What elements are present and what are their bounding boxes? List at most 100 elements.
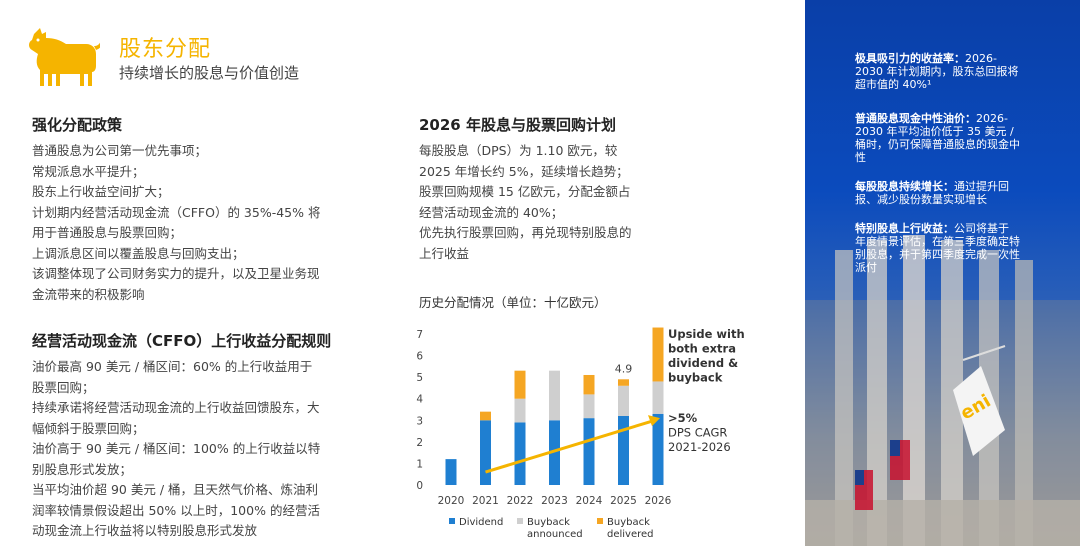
cffo-line: 股票回购； [32, 379, 95, 395]
policy-line: 常规派息水平提升； [32, 163, 145, 179]
legend-swatch [449, 518, 455, 524]
panel-item-text: 派付 [855, 261, 877, 274]
plan-line: 股票回购规模 15 亿欧元，分配金额占 [419, 184, 631, 199]
panel-item-head: 每股股息持续增长： [855, 180, 954, 193]
legend-label: Buyback [607, 517, 650, 528]
cffo-heading: 经营活动现金流（CFFO）上行收益分配规则 [32, 332, 332, 350]
y-tick-label: 6 [416, 351, 423, 363]
y-tick-label: 0 [416, 480, 423, 492]
panel-item-text: 公司将基于 [954, 222, 1009, 235]
cffo-rules-section: 经营活动现金流（CFFO）上行收益分配规则 油价最高 90 美元 / 桶区间：6… [32, 330, 362, 542]
x-tick-label: 2024 [576, 495, 603, 507]
cagr-annotation: 2021-2026 [668, 440, 731, 454]
panel-item-head: 特别股息上行收益： [855, 222, 954, 235]
legend-label: delivered [607, 529, 654, 540]
panel-item-text: 2030 年平均油价低于 35 美元 / [855, 125, 1014, 138]
x-tick-label: 2022 [507, 495, 534, 507]
cagr-arrow-head [648, 415, 660, 427]
bar-segment [583, 394, 595, 419]
cffo-line: 润率较情景假设超出 50% 以上时，100% 的经营活 [32, 502, 320, 518]
panel-item-yield: 极具吸引力的收益率：2026- 2030 年计划期内，股东总回报将 超市值的 4… [855, 52, 1060, 91]
bar-segment [549, 370, 560, 421]
policy-line: 上调派息区间以覆盖股息与回购支出； [32, 245, 245, 261]
data-label-2025: 4.9 [615, 362, 633, 375]
plan-heading: 2026 年股息与股票回购计划 [419, 116, 616, 134]
bar-segment [480, 411, 491, 421]
policy-line: 普通股息为公司第一优先事项； [32, 143, 208, 158]
cffo-line: 幅倾斜于股票回购； [32, 420, 145, 436]
bar-segment [549, 420, 560, 485]
x-tick-label: 2020 [438, 495, 465, 507]
cffo-line: 油价高于 90 美元 / 桶区间：100% 的上行收益以特 [32, 441, 321, 456]
plan-line: 优先执行股票回购，再兑现特别股息的 [419, 225, 632, 240]
page-title: 股东分配 [119, 37, 212, 62]
cffo-line: 别股息形式发放； [32, 461, 133, 477]
upside-annotation: Upside with [668, 327, 745, 341]
policy-line: 计划期内经营活动现金流（CFFO）的 35%-45% 将 [32, 204, 321, 220]
panel-item-text: 2026- [976, 112, 1008, 125]
policy-heading: 强化分配政策 [32, 116, 123, 134]
upside-annotation: both extra [668, 342, 736, 356]
bar-segment [514, 422, 526, 485]
y-tick-label: 5 [416, 372, 423, 384]
bar-segment [652, 413, 664, 485]
cffo-line: 当平均油价超 90 美元 / 桶，且天然气价格、炼油利 [32, 482, 319, 497]
cagr-annotation: DPS CAGR [668, 426, 727, 440]
bar-segment [618, 385, 629, 416]
panel-item-special-dividend: 特别股息上行收益：公司将基于 年度情景评估，在第三季度确定特 别股息，并于第四季… [855, 222, 1060, 274]
panel-item-head: 极具吸引力的收益率： [855, 52, 965, 65]
panel-item-breakeven: 普通股息现金中性油价：2026- 2030 年平均油价低于 35 美元 / 桶时… [855, 112, 1060, 164]
plan-line: 每股股息（DPS）为 1.10 欧元，较 [419, 143, 618, 158]
plan-line: 经营活动现金流的 40%； [419, 204, 564, 220]
legend-swatch [517, 518, 523, 524]
legend-label: Dividend [459, 517, 503, 528]
upside-annotation: dividend & [668, 356, 738, 370]
bar-segment [480, 420, 491, 485]
cffo-line: 动现金流上行收益将以特别股息形式发放 [32, 523, 258, 538]
y-tick-label: 3 [416, 415, 423, 427]
page-subtitle: 持续增长的股息与价值创造 [119, 64, 300, 82]
panel-item-text: 性 [855, 151, 866, 164]
y-tick-label: 7 [416, 329, 423, 341]
y-tick-label: 2 [416, 437, 423, 449]
policy-line: 用于普通股息与股票回购； [32, 225, 183, 240]
cagr-trend-arrow [485, 419, 653, 474]
legend-label: announced [527, 529, 583, 540]
bar-segment [514, 398, 526, 423]
panel-item-dps-growth: 每股股息持续增长：通过提升回 报、减少股份数量实现增长 [855, 180, 1060, 206]
bar-segment [583, 418, 595, 485]
right-photo-panel: eni 极具吸引力的收益率：2026- 2030 年计划期内，股东总回报将 超市… [805, 0, 1080, 546]
bar-segment [652, 327, 664, 382]
legend-swatch [597, 518, 603, 524]
bar-segment [514, 370, 526, 399]
y-tick-label: 1 [416, 458, 423, 470]
bar-segment [445, 459, 457, 485]
distribution-chart: 0 1 2 3 4 5 6 7 2020 2021 2022 2023 2024 2025 2026 4.9 U… [416, 327, 745, 540]
chart-title: 历史分配情况（单位：十亿欧元） [419, 295, 607, 310]
eni-dog-logo [29, 28, 100, 86]
legend-label: Buyback [527, 517, 570, 528]
panel-item-text: 通过提升回 [954, 180, 1009, 193]
upside-annotation: buyback [668, 371, 723, 385]
panel-item-text: 报、减少股份数量实现增长 [855, 193, 987, 206]
cagr-annotation: >5% [668, 411, 698, 425]
panel-item-text: 别股息，并于第四季度完成一次性 [855, 248, 1020, 261]
policy-line: 股东上行收益空间扩大； [32, 184, 170, 199]
x-tick-label: 2021 [472, 495, 499, 507]
panel-item-text: 年度情景评估，在第三季度确定特 [855, 235, 1020, 248]
x-tick-label: 2023 [541, 495, 568, 507]
stock-exchange-building-image: eni [805, 235, 1080, 546]
panel-item-head: 普通股息现金中性油价： [855, 112, 976, 125]
policy-line: 该调整体现了公司财务实力的提升，以及卫星业务现 [32, 266, 320, 281]
policy-section: 强化分配政策 普通股息为公司第一优先事项； 常规派息水平提升； 股东上行收益空间… [32, 114, 362, 305]
policy-line: 金流带来的积极影响 [32, 286, 145, 302]
x-tick-label: 2025 [610, 495, 637, 507]
bar-segment [618, 415, 629, 485]
plan-2026-section: 2026 年股息与股票回购计划 每股股息（DPS）为 1.10 欧元，较 202… [419, 114, 664, 264]
panel-item-text: 2030 年计划期内，股东总回报将 [855, 65, 1019, 78]
plan-line: 上行收益 [419, 245, 470, 261]
cffo-line: 油价最高 90 美元 / 桶区间：60% 的上行收益用于 [32, 359, 313, 374]
bar-segment [618, 379, 629, 386]
bar-segment [583, 374, 595, 395]
panel-item-text: 桶时，仍可保障普通股息的现金中 [855, 138, 1020, 151]
